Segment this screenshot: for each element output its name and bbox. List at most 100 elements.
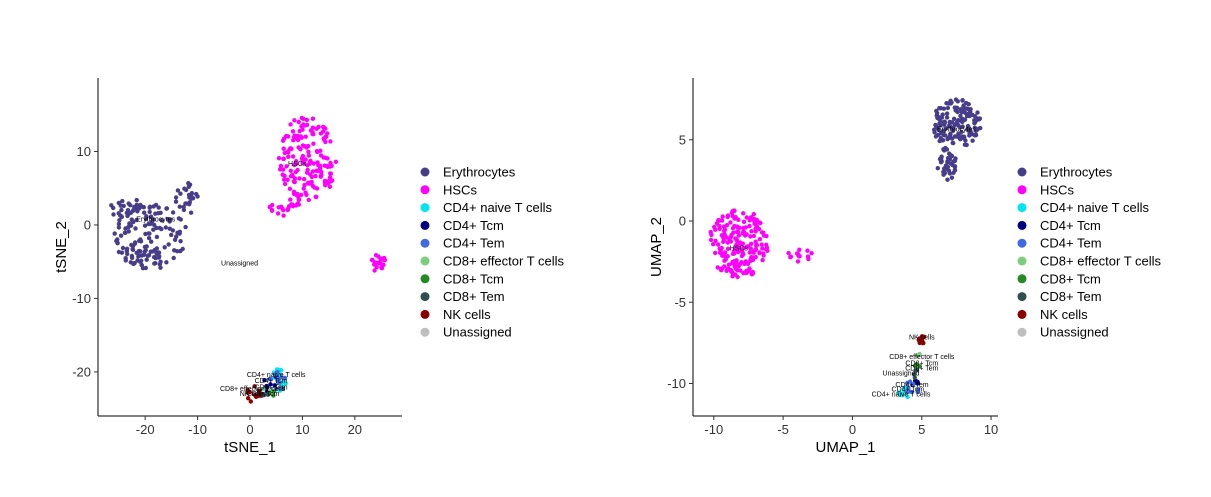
data-point: [119, 214, 124, 219]
series-hscs: [708, 208, 814, 280]
data-point: [708, 237, 714, 243]
legend-item-cd4-naive-t-cells: CD4+ naive T cells: [1017, 200, 1149, 215]
data-point: [275, 370, 280, 375]
data-point: [147, 204, 153, 209]
data-point: [907, 389, 912, 394]
data-point: [937, 121, 942, 126]
data-point: [293, 161, 299, 167]
data-point: [282, 375, 288, 381]
data-point: [173, 195, 179, 200]
data-point: [795, 252, 801, 257]
data-point: [744, 232, 749, 237]
tsne-panel: Erythrocytes HSCs Unassigned CD4+ naive T c…: [53, 78, 565, 456]
legend-swatch: [420, 256, 430, 266]
data-point: [906, 385, 911, 390]
data-point: [734, 241, 739, 247]
data-point: [749, 241, 754, 246]
data-point: [278, 167, 283, 172]
data-point: [961, 104, 966, 110]
data-point: [287, 186, 293, 191]
data-point: [949, 175, 955, 180]
data-point: [314, 149, 320, 154]
data-point: [256, 388, 262, 394]
data-point: [757, 250, 762, 256]
data-point: [151, 227, 156, 232]
data-point: [911, 372, 917, 377]
data-point: [939, 154, 944, 159]
data-point: [290, 202, 296, 208]
legend-swatch: [420, 185, 430, 195]
series-cd8-effector-t-cells: [914, 351, 922, 358]
legend-swatch: [420, 274, 430, 284]
data-point: [119, 207, 124, 213]
data-point: [137, 238, 142, 243]
data-point: [282, 173, 287, 179]
data-point: [969, 131, 974, 136]
data-point: [186, 184, 191, 189]
data-point: [749, 229, 754, 234]
data-point: [935, 114, 940, 119]
data-point: [137, 253, 142, 258]
legend-swatch: [1017, 309, 1027, 319]
legend-label: CD4+ Tcm: [1040, 218, 1101, 233]
legend-swatch: [420, 203, 430, 213]
data-point: [116, 221, 122, 227]
data-point: [752, 221, 757, 226]
data-point: [741, 211, 746, 216]
data-point: [301, 116, 306, 122]
data-point: [730, 209, 735, 214]
data-point: [130, 243, 136, 249]
y-tick-label: 0: [84, 217, 91, 232]
data-point: [245, 387, 250, 393]
cluster-label: CD8+ Tem: [905, 366, 938, 373]
legend-label: CD8+ effector T cells: [443, 254, 565, 269]
data-point: [958, 113, 963, 119]
data-point: [265, 392, 271, 397]
data-point: [951, 116, 957, 122]
series-erythrocytes: [109, 181, 200, 271]
data-point: [133, 226, 138, 231]
data-point: [175, 249, 180, 254]
data-point: [116, 200, 122, 206]
data-point: [290, 154, 296, 159]
legend-item-nk-cells: NK cells: [1017, 307, 1088, 322]
data-point: [134, 250, 139, 255]
legend: Erythrocytes HSCs CD4+ naive T cells CD4+ T…: [1017, 165, 1162, 340]
y-axis-title: tSNE_2: [53, 221, 70, 273]
cluster-label: CD4+ Tem: [254, 385, 287, 392]
data-point: [285, 149, 291, 154]
data-point: [246, 396, 251, 401]
data-point: [143, 265, 148, 271]
y-tick-label: -20: [72, 364, 91, 379]
legend-label: CD8+ Tcm: [443, 271, 504, 286]
data-point: [310, 125, 316, 130]
data-point: [147, 209, 152, 215]
data-point: [939, 159, 944, 164]
data-point: [175, 188, 181, 193]
data-point: [797, 247, 802, 252]
cluster-label: Unassigned: [221, 260, 258, 267]
data-point: [737, 261, 743, 267]
data-point: [261, 386, 266, 392]
data-point: [282, 177, 287, 182]
legend-label: CD4+ Tem: [1040, 236, 1102, 251]
data-point: [123, 256, 128, 261]
data-point: [754, 243, 759, 248]
data-point: [125, 213, 130, 219]
data-point: [760, 257, 765, 263]
data-point: [182, 186, 187, 191]
legend-item-cd4-tem: CD4+ Tem: [420, 236, 505, 251]
data-point: [307, 159, 313, 164]
legend-item-hscs: HSCs: [1017, 182, 1074, 197]
cluster-label: Erythrocytes: [136, 216, 175, 223]
data-point: [278, 163, 284, 169]
data-point: [265, 385, 270, 390]
data-point: [715, 242, 721, 247]
data-point: [280, 380, 286, 385]
data-point: [286, 154, 291, 159]
data-point: [165, 216, 171, 222]
data-point: [748, 234, 753, 239]
data-point: [965, 126, 970, 132]
data-point: [948, 132, 953, 137]
data-point: [187, 200, 192, 205]
